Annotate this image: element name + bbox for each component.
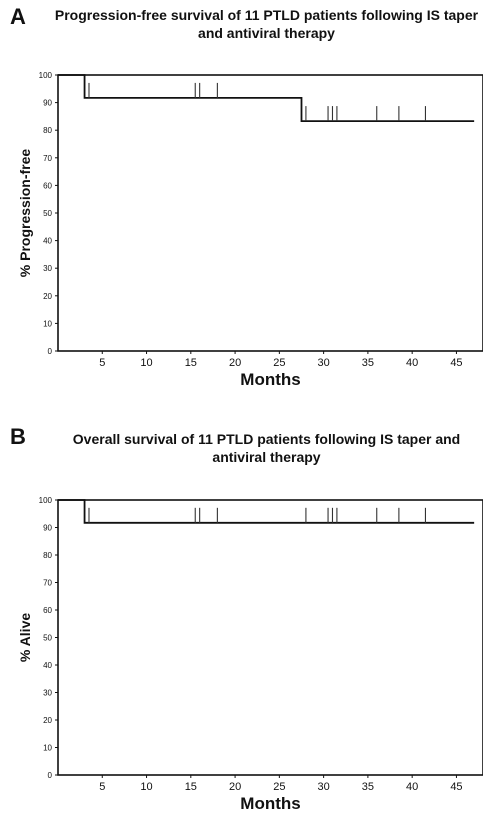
- chart-a-x-tick-label: 30: [318, 357, 330, 369]
- chart-b-x-tick-label: 20: [229, 781, 241, 793]
- chart-a-title: Progression-free survival of 11 PTLD pat…: [54, 7, 479, 41]
- chart-a-y-tick-label: 60: [43, 181, 52, 190]
- chart-b-x-tick-label: 15: [185, 781, 197, 793]
- chart-a-y-tick-label: 100: [39, 71, 53, 80]
- chart-b-x-tick-label: 45: [450, 781, 462, 793]
- chart-a-y-tick-label: 70: [43, 154, 52, 163]
- chart-b-title: Overall survival of 11 PTLD patients fol…: [72, 431, 461, 465]
- chart-b-y-tick-label: 30: [43, 689, 52, 698]
- chart-a-x-tick-label: 25: [273, 357, 285, 369]
- chart-b-y-tick-label: 0: [48, 771, 53, 780]
- chart-a-x-tick-label: 10: [140, 357, 152, 369]
- chart-a-plot-frame: [57, 74, 483, 352]
- chart-a-y-tick-label: 20: [43, 292, 52, 301]
- chart-a-x-tick-label: 5: [99, 357, 105, 369]
- chart-b-x-tick-label: 30: [318, 781, 330, 793]
- chart-b-survival-line: [58, 499, 475, 524]
- chart-b-y-tick-label: 70: [43, 579, 52, 588]
- chart-a-y-axis-title: % Progression-free: [17, 149, 33, 278]
- chart-b-y-tick-label: 20: [43, 716, 52, 725]
- chart-b-y-axis-title: % Alive: [17, 613, 33, 662]
- chart-b-x-tick-label: 25: [273, 781, 285, 793]
- chart-b-x-tick-label: 40: [406, 781, 418, 793]
- chart-a-x-tick-label: 45: [450, 357, 462, 369]
- chart-b-x-tick-label: 10: [140, 781, 152, 793]
- chart-b-y-tick-label: 50: [43, 634, 52, 643]
- chart-a-y-tick-label: 0: [48, 347, 53, 356]
- chart-a-y-tick-label: 40: [43, 237, 52, 246]
- chart-b-y-tick-label: 60: [43, 606, 52, 615]
- chart-b-svg: 0 10 20 30 40 50 60 70 80 90 100 5 10 15 20 25 30 35 40 45 M…: [17, 496, 483, 813]
- chart-panel-a: 0 10 20 30 40 50 60 70 80 90 100 5 10 15 20 25 30 35 40 45 M…: [10, 4, 483, 389]
- chart-b-plot-frame: [57, 499, 483, 776]
- chart-a-y-tick-label: 30: [43, 264, 52, 273]
- chart-a-svg: 0 10 20 30 40 50 60 70 80 90 100 5 10 15 20 25 30 35 40 45 M…: [17, 71, 483, 389]
- chart-a-y-tick-label: 80: [43, 126, 52, 135]
- chart-a-y-tick-label: 90: [43, 99, 52, 108]
- chart-a-survival-line: [58, 74, 475, 122]
- chart-a-x-axis-title: Months: [240, 370, 300, 389]
- chart-b-x-axis-title: Months: [240, 794, 300, 813]
- chart-a-x-tick-label: 15: [185, 357, 197, 369]
- chart-a-x-tick-label: 20: [229, 357, 241, 369]
- chart-b-y-tick-label: 40: [43, 661, 52, 670]
- chart-b-y-tick-label: 100: [39, 496, 53, 505]
- chart-a-x-tick-label: 40: [406, 357, 418, 369]
- panel-label-b: B: [10, 424, 26, 449]
- chart-a-y-tick-label: 10: [43, 319, 52, 328]
- chart-a-x-tick-label: 35: [362, 357, 374, 369]
- chart-a-y-tick-label: 50: [43, 209, 52, 218]
- chart-panel-b: 0 10 20 30 40 50 60 70 80 90 100 5 10 15 20 25 30 35 40 45 M…: [0, 414, 483, 828]
- chart-b-y-tick-label: 90: [43, 524, 52, 533]
- panel-label-a: A: [10, 4, 26, 29]
- chart-b-y-tick-label: 80: [43, 551, 52, 560]
- chart-b-x-tick-label: 5: [99, 781, 105, 793]
- chart-b-y-tick-label: 10: [43, 744, 52, 753]
- chart-b-x-tick-label: 35: [362, 781, 374, 793]
